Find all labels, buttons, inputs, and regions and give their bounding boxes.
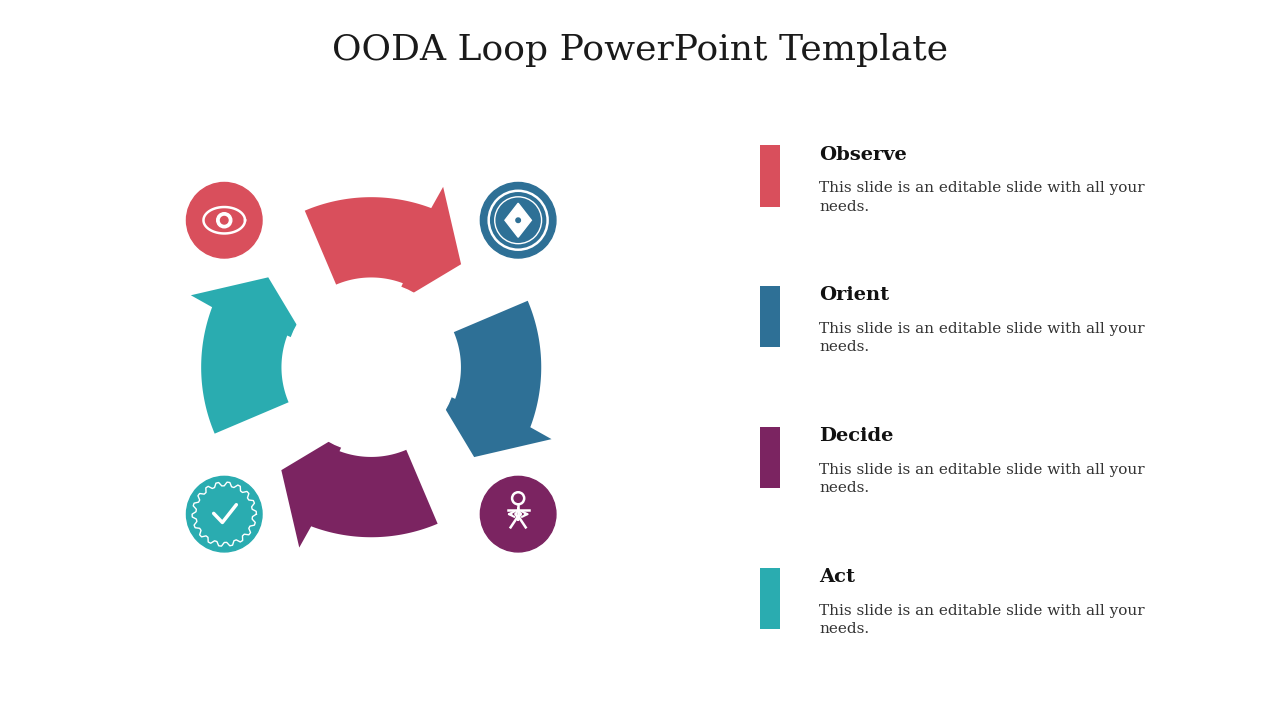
Polygon shape (305, 187, 461, 305)
Circle shape (201, 491, 247, 537)
Circle shape (187, 182, 262, 258)
Circle shape (471, 173, 566, 268)
FancyBboxPatch shape (760, 567, 780, 629)
Circle shape (177, 173, 271, 268)
Circle shape (471, 467, 566, 562)
Circle shape (177, 467, 271, 562)
Circle shape (516, 218, 521, 222)
Text: OODA Loop PowerPoint Template: OODA Loop PowerPoint Template (332, 33, 948, 68)
Circle shape (220, 217, 228, 224)
FancyBboxPatch shape (760, 145, 780, 207)
FancyBboxPatch shape (760, 427, 780, 488)
Text: Decide: Decide (819, 427, 893, 445)
Circle shape (216, 212, 232, 228)
Text: This slide is an editable slide with all your
needs.: This slide is an editable slide with all… (819, 181, 1146, 214)
Circle shape (480, 182, 556, 258)
Polygon shape (282, 429, 438, 547)
Polygon shape (504, 203, 531, 238)
Circle shape (285, 282, 457, 452)
Text: This slide is an editable slide with all your
needs.: This slide is an editable slide with all… (819, 603, 1146, 636)
Circle shape (187, 477, 262, 552)
Text: Orient: Orient (819, 287, 890, 305)
Polygon shape (192, 482, 256, 546)
FancyBboxPatch shape (760, 287, 780, 348)
Text: Act: Act (819, 568, 855, 586)
Text: This slide is an editable slide with all your
needs.: This slide is an editable slide with all… (819, 322, 1146, 354)
Circle shape (480, 477, 556, 552)
Polygon shape (434, 301, 552, 457)
Text: Observe: Observe (819, 145, 908, 163)
Polygon shape (191, 277, 308, 433)
Text: This slide is an editable slide with all your
needs.: This slide is an editable slide with all… (819, 463, 1146, 495)
